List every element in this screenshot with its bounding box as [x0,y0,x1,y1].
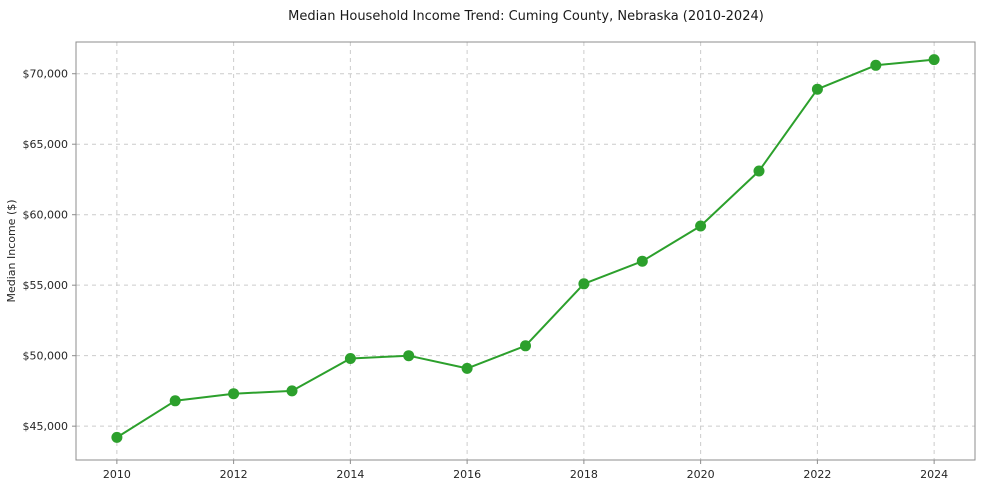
y-tick-label: $45,000 [23,420,69,433]
data-point [461,362,473,374]
data-point [169,395,181,407]
data-point [228,388,240,400]
x-tick-label: 2018 [570,468,598,481]
plot-frame [75,41,976,461]
data-point [811,83,823,95]
series-line [115,58,936,439]
y-tick-label: $50,000 [23,350,69,363]
y-tick-label: $70,000 [23,68,69,81]
y-tick-label: $55,000 [23,279,69,292]
data-point [870,59,882,71]
x-tick-label: 2020 [687,468,715,481]
data-point [636,255,648,267]
data-point [286,385,298,397]
y-tick-label: $65,000 [23,138,69,151]
y-axis-label: Median Income ($) [5,199,18,302]
plot-area: $45,000 $50,000 $55,000 $60,000 $65,000 $70,0… [23,41,976,481]
data-point [403,350,415,362]
data-point [695,220,707,232]
y-tick-label: $60,000 [23,209,69,222]
x-tick-label: 2024 [920,468,948,481]
x-tick-label: 2010 [103,468,131,481]
data-point [928,54,940,66]
data-point [753,165,765,177]
data-point [111,431,123,443]
data-point [578,278,590,290]
chart-title: Median Household Income Trend: Cuming Co… [288,9,764,24]
x-tick-label: 2022 [803,468,831,481]
data-point [520,340,531,352]
x-tick-label: 2014 [336,468,364,481]
x-tick-label: 2016 [453,468,481,481]
x-tick-label: 2012 [220,468,248,481]
data-point [344,353,356,364]
